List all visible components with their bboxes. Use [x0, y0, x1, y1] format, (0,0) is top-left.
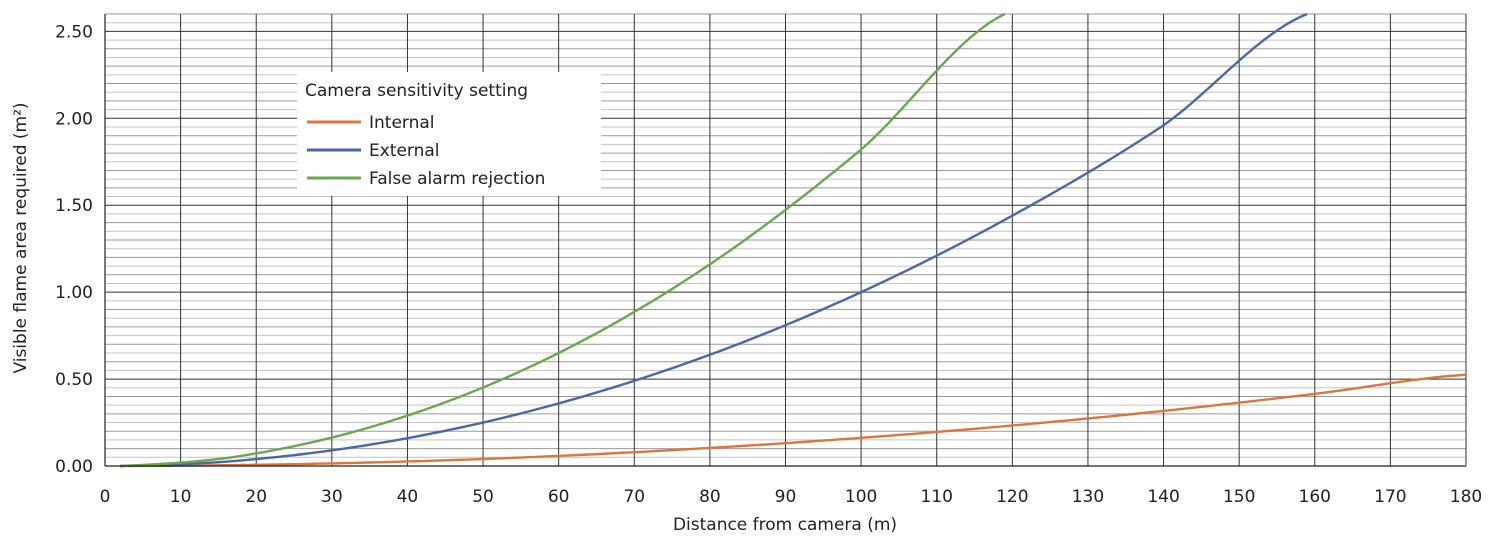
x-tick-label: 180 — [1450, 487, 1482, 507]
axes — [104, 14, 1466, 467]
y-tick-label: 1.00 — [55, 283, 93, 303]
series-line-false-alarm-rejection — [120, 12, 1006, 468]
x-tick-label: 110 — [920, 487, 952, 507]
legend-items: Internal External False alarm rejection — [307, 113, 545, 189]
x-tick-label: 60 — [548, 487, 570, 507]
y-tick-label: 1.50 — [55, 196, 93, 216]
y-tick-label: 0.50 — [55, 370, 93, 390]
legend-box — [297, 72, 601, 196]
x-tick-label: 120 — [996, 487, 1028, 507]
legend-title: Camera sensitivity setting — [305, 81, 528, 101]
series-line-internal — [120, 373, 1467, 468]
y-tick-label: 2.00 — [55, 109, 93, 129]
x-tick-labels: 0 10 20 30 40 50 60 70 80 90 100 110 120 130 140 150 160… — [100, 487, 1483, 507]
x-tick-label: 70 — [623, 487, 645, 507]
y-tick-labels: 0.00 0.50 1.00 1.50 2.00 2.50 — [55, 22, 93, 477]
y-axis-title: Visible flame area required (m²) — [11, 102, 31, 373]
x-tick-label: 0 — [100, 487, 111, 507]
x-tick-label: 140 — [1147, 487, 1179, 507]
x-tick-label: 100 — [845, 487, 877, 507]
legend: Camera sensitivity setting Internal Exter… — [297, 72, 601, 196]
x-tick-label: 160 — [1299, 487, 1331, 507]
x-tick-label: 150 — [1223, 487, 1255, 507]
x-tick-label: 50 — [472, 487, 494, 507]
legend-label: Internal — [369, 113, 435, 133]
x-tick-label: 40 — [397, 487, 419, 507]
x-tick-label: 10 — [170, 487, 192, 507]
y-tick-label: 2.50 — [55, 22, 93, 42]
x-tick-label: 20 — [245, 487, 267, 507]
x-tick-label: 90 — [775, 487, 797, 507]
series-layer — [120, 12, 1467, 468]
x-tick-label: 170 — [1374, 487, 1406, 507]
x-tick-label: 130 — [1072, 487, 1104, 507]
series-line-external — [120, 12, 1308, 468]
legend-label: False alarm rejection — [369, 169, 545, 189]
x-tick-label: 30 — [321, 487, 343, 507]
x-axis-title: Distance from camera (m) — [673, 515, 897, 535]
legend-label: External — [369, 141, 440, 161]
x-tick-label: 80 — [699, 487, 721, 507]
y-tick-label: 0.00 — [55, 457, 93, 477]
